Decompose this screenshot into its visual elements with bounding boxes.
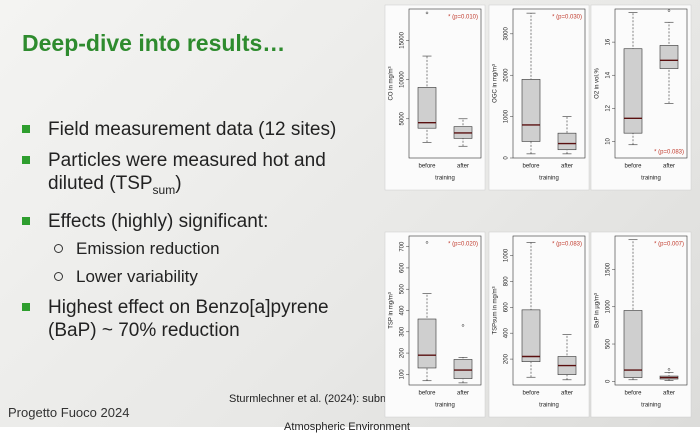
x-tick-label: after [561, 391, 573, 397]
y-tick-label: 200 [400, 347, 406, 358]
x-tick-label: after [663, 164, 675, 170]
y-tick-label: 400 [504, 328, 510, 339]
y-axis-label: TSPsum in mg/m³ [493, 286, 499, 334]
bullet-text: Effects (highly) significant: [48, 210, 269, 232]
y-tick-label: 500 [400, 284, 406, 295]
y-tick-label: 300 [400, 326, 406, 337]
x-tick-label: after [663, 391, 675, 397]
y-tick-label: 15000 [400, 31, 406, 48]
outlier [667, 9, 671, 12]
bullet-list: Field measurement data (12 sites) Partic… [22, 118, 382, 350]
y-tick-label: 600 [400, 262, 406, 273]
y-axis-label: BaP in µg/m³ [595, 293, 601, 328]
y-tick-label: 1000 [606, 299, 612, 313]
x-axis-label: training [435, 176, 455, 182]
x-tick-label: before [418, 164, 436, 170]
y-axis-label: O2 in vol.% [595, 67, 601, 98]
sub-bullet: Emission reduction [48, 237, 382, 260]
sub-bullet: Lower variability [48, 265, 382, 288]
x-tick-label: before [624, 391, 642, 397]
annotation: * (p=0.020) [448, 242, 478, 248]
y-tick-label: 500 [606, 338, 612, 349]
outlier [425, 241, 429, 244]
plot-frame [512, 8, 586, 159]
plot-frame [614, 8, 688, 159]
box [623, 48, 643, 134]
y-tick-label: 400 [400, 305, 406, 316]
box [417, 87, 437, 129]
box [453, 359, 473, 379]
y-tick-label: 1000 [504, 248, 510, 262]
y-tick-label: 0 [606, 379, 612, 383]
plot-frame [614, 235, 688, 386]
outlier [425, 11, 429, 15]
x-axis-label: training [539, 176, 559, 182]
y-tick-label: 0 [504, 156, 510, 160]
y-tick-label: 14 [606, 71, 612, 78]
y-tick-label: 800 [504, 276, 510, 287]
plot-frame [408, 8, 482, 159]
y-axis-label: OGC in mg/m³ [493, 64, 499, 103]
y-axis-label: CO in mg/m³ [389, 66, 395, 100]
subscript: sum [152, 182, 176, 197]
y-axis-label: TSP in mg/m³ [389, 292, 395, 329]
x-tick-label: after [561, 164, 573, 170]
y-tick-label: 3000 [504, 27, 510, 41]
outlier [461, 324, 465, 327]
annotation: * (p=0.030) [552, 15, 582, 21]
x-tick-label: before [522, 164, 540, 170]
x-tick-label: before [522, 391, 540, 397]
x-axis-label: training [539, 403, 559, 409]
y-tick-label: 100 [400, 369, 406, 380]
x-tick-label: after [457, 164, 469, 170]
bullet: Field measurement data (12 sites) [22, 118, 382, 141]
x-axis-label: training [435, 403, 455, 409]
bullet-text: Particles were measured hot and diluted … [48, 150, 326, 194]
y-tick-label: 200 [504, 353, 510, 364]
box [623, 310, 643, 378]
y-tick-label: 12 [606, 104, 612, 111]
slide-title: Deep-dive into results… [22, 30, 286, 56]
x-tick-label: after [457, 391, 469, 397]
annotation: * (p=0.083) [552, 242, 582, 248]
annotation: * (p=0.010) [448, 15, 478, 21]
x-tick-label: before [418, 391, 436, 397]
y-tick-label: 10000 [400, 71, 406, 88]
sub-list: Emission reduction Lower variability [48, 237, 382, 288]
x-axis-label: training [641, 176, 661, 182]
bullet: Particles were measured hot and diluted … [22, 149, 382, 202]
x-tick-label: before [624, 164, 642, 170]
y-tick-label: 2000 [504, 68, 510, 82]
plot-frame [512, 235, 586, 386]
box [521, 309, 541, 362]
bullet: Effects (highly) significant: Emission r… [22, 210, 382, 288]
bullet: Highest effect on Benzo[a]pyrene (BaP) ~… [22, 296, 382, 342]
y-tick-label: 10 [606, 137, 612, 144]
bullet-text: ) [175, 173, 182, 194]
box [659, 45, 679, 69]
y-tick-label: 5000 [400, 111, 406, 125]
y-tick-label: 1000 [504, 109, 510, 123]
outlier [667, 368, 671, 371]
y-tick-label: 600 [504, 302, 510, 313]
footer: Progetto Fuoco 2024 [8, 405, 130, 420]
box [417, 318, 437, 369]
box [557, 132, 577, 151]
box [521, 79, 541, 142]
y-tick-label: 700 [400, 241, 406, 252]
y-tick-label: 16 [606, 38, 612, 45]
annotation: * (p=0.007) [654, 242, 684, 248]
annotation: * (p=0.083) [654, 150, 684, 156]
x-axis-label: training [641, 403, 661, 409]
y-tick-label: 1500 [606, 262, 612, 276]
